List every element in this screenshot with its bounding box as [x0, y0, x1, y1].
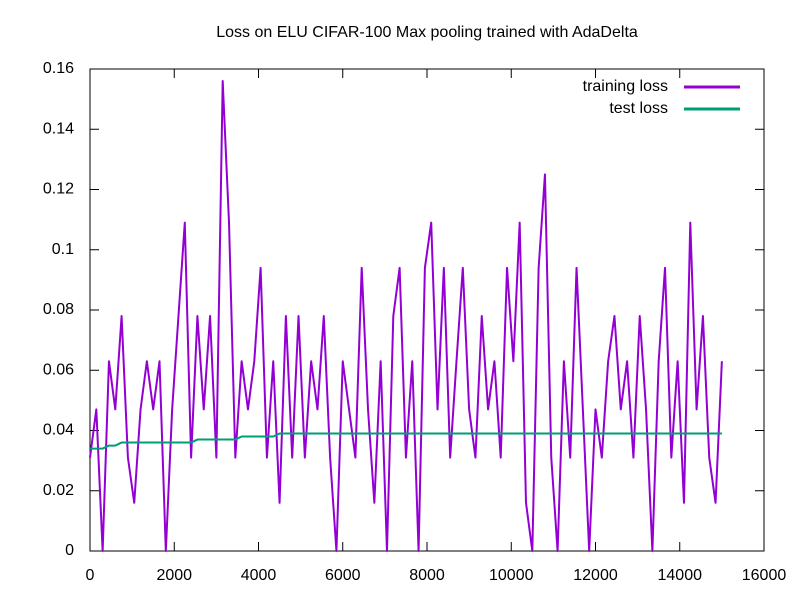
series-line	[89, 80, 723, 552]
y-tick-label: 0.06	[43, 361, 74, 378]
x-tick-label: 8000	[409, 567, 445, 584]
x-tick-label: 4000	[241, 567, 277, 584]
x-tick-label: 0	[86, 567, 95, 584]
legend-label: test loss	[609, 100, 668, 117]
x-tick-label: 6000	[325, 567, 361, 584]
y-tick-label: 0.08	[43, 301, 74, 318]
chart-title: Loss on ELU CIFAR-100 Max pooling traine…	[216, 24, 638, 41]
y-tick-label: 0.04	[43, 422, 74, 439]
x-tick-label: 16000	[742, 567, 787, 584]
legend-label: training loss	[583, 78, 668, 95]
x-tick-label: 12000	[573, 567, 618, 584]
x-tick-label: 2000	[156, 567, 192, 584]
x-tick-label: 10000	[489, 567, 534, 584]
y-tick-label: 0.02	[43, 482, 74, 499]
y-tick-label: 0.16	[43, 60, 74, 77]
series-line	[90, 432, 722, 450]
y-tick-label: 0.1	[52, 241, 74, 258]
y-tick-label: 0	[65, 542, 74, 559]
y-tick-label: 0.14	[43, 120, 74, 137]
y-tick-label: 0.12	[43, 181, 74, 198]
x-tick-label: 14000	[658, 567, 703, 584]
